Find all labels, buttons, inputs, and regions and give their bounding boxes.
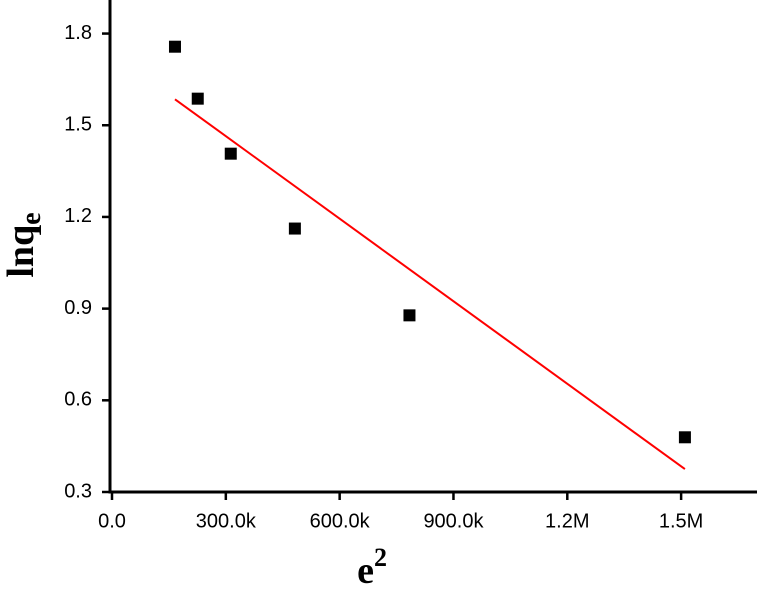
y-tick-label: 0.9	[64, 297, 92, 319]
point	[168, 40, 181, 53]
x-tick-label: 0.0	[98, 510, 126, 532]
y-axis-label: lnqe	[0, 212, 47, 277]
x-axis-label: e2	[357, 543, 387, 591]
point	[288, 222, 301, 235]
y-tick-label: 1.8	[64, 22, 92, 44]
x-tick-label: 300.0k	[196, 510, 257, 532]
y-tick-label: 1.5	[64, 114, 92, 136]
y-tick-label: 0.3	[64, 480, 92, 502]
point	[191, 92, 204, 105]
x-tick-label: 1.5M	[659, 510, 703, 532]
point	[678, 431, 691, 444]
x-tick-label: 1.2M	[545, 510, 589, 532]
fit-line	[174, 98, 686, 470]
point	[224, 147, 237, 160]
x-tick-label: 900.0k	[423, 510, 484, 532]
y-tick-label: 0.6	[64, 389, 92, 411]
y-tick-label: 1.2	[64, 205, 92, 227]
x-tick-label: 600.0k	[310, 510, 371, 532]
point	[403, 309, 416, 322]
